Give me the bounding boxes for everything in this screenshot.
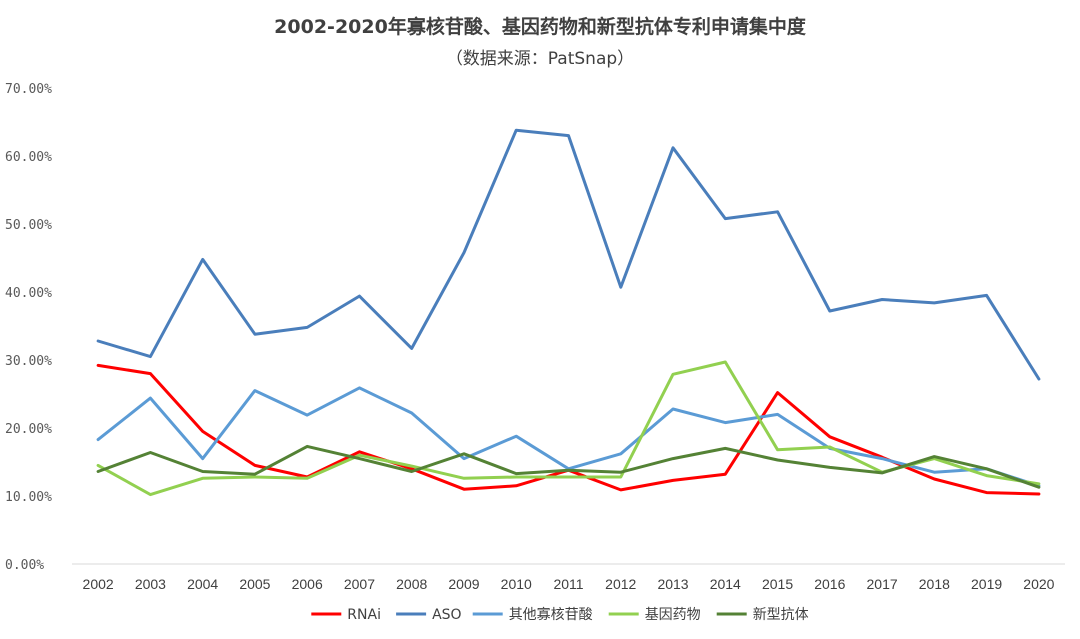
x-tick-label: 2007 — [344, 576, 375, 592]
x-tick-label: 2014 — [710, 576, 741, 592]
x-tick-label: 2017 — [867, 576, 898, 592]
x-tick-label: 2020 — [1023, 576, 1054, 592]
x-tick-label: 2012 — [605, 576, 636, 592]
y-tick-label: 0.00% — [5, 558, 44, 573]
x-tick-label: 2005 — [239, 576, 270, 592]
y-tick-label: 20.00% — [5, 422, 52, 437]
x-tick-label: 2010 — [501, 576, 532, 592]
legend-label: 新型抗体 — [753, 607, 809, 623]
x-tick-label: 2009 — [448, 576, 479, 592]
x-tick-label: 2015 — [762, 576, 793, 592]
x-tick-label: 2008 — [396, 576, 427, 592]
x-tick-label: 2006 — [292, 576, 323, 592]
x-tick-label: 2004 — [187, 576, 218, 592]
legend-label: 基因药物 — [645, 606, 701, 623]
legend-label: 其他寡核苷酸 — [509, 606, 593, 623]
y-tick-label: 10.00% — [5, 490, 52, 505]
series-line-2 — [96, 128, 1041, 381]
x-tick-label: 2011 — [553, 576, 583, 592]
x-tick-label: 2003 — [135, 576, 166, 592]
y-tick-label: 60.00% — [5, 150, 52, 165]
y-tick-label: 50.00% — [5, 218, 52, 233]
chart-subtitle: （数据来源：PatSnap） — [445, 49, 635, 69]
x-tick-label: 2002 — [83, 576, 114, 592]
legend-label: RNAi — [347, 607, 381, 623]
y-tick-label: 70.00% — [5, 82, 52, 97]
legend-label: ASO — [432, 607, 461, 623]
x-tick-label: 2016 — [814, 576, 845, 592]
y-tick-label: 30.00% — [5, 354, 52, 369]
series-line-5 — [96, 444, 1041, 489]
x-tick-label: 2013 — [657, 576, 688, 592]
y-tick-label: 40.00% — [5, 286, 52, 301]
chart-title: 2002-2020年寡核苷酸、基因药物和新型抗体专利申请集中度 — [274, 16, 806, 38]
x-tick-label: 2018 — [919, 576, 950, 592]
x-tick-label: 2019 — [971, 576, 1002, 592]
